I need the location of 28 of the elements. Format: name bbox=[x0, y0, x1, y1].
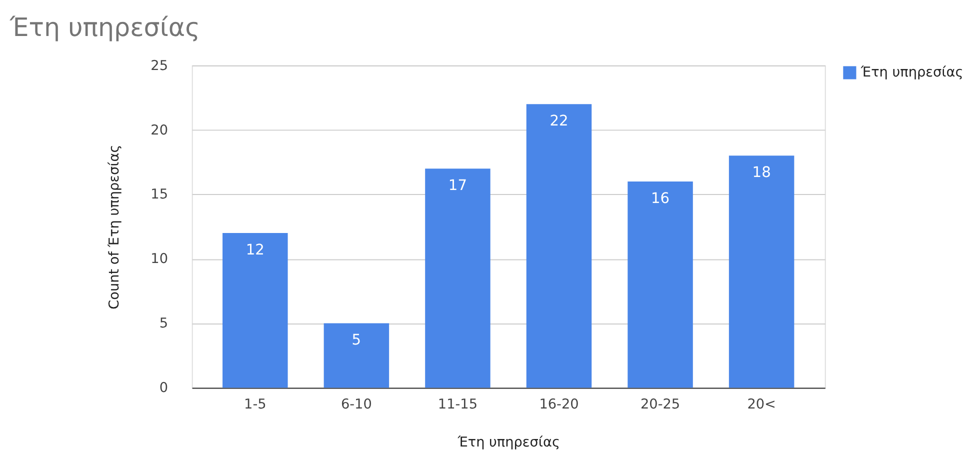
data-label: 16 bbox=[650, 190, 670, 207]
x-tick-label: 20-25 bbox=[640, 396, 680, 413]
data-label: 17 bbox=[448, 176, 468, 194]
bar bbox=[526, 104, 592, 388]
x-axis-title: Έτη υπηρεσίας bbox=[456, 434, 560, 451]
x-tick-label: 6-10 bbox=[340, 396, 372, 413]
legend-label: Έτη υπηρεσίας bbox=[860, 64, 964, 81]
chart-title: Έτη υπηρεσίας bbox=[8, 12, 200, 42]
bar bbox=[324, 323, 390, 388]
data-label: 18 bbox=[752, 164, 771, 182]
x-tick-label: 20< bbox=[747, 396, 776, 413]
y-tick-label: 20 bbox=[150, 122, 168, 138]
y-tick-label: 25 bbox=[150, 58, 168, 74]
data-label: 22 bbox=[550, 112, 568, 130]
y-tick-label: 0 bbox=[159, 380, 168, 396]
data-label: 5 bbox=[352, 332, 362, 349]
x-tick-label: 1-5 bbox=[244, 396, 266, 413]
bar bbox=[628, 181, 693, 388]
x-tick-label: 11-15 bbox=[438, 396, 478, 413]
bar bbox=[728, 156, 794, 388]
bar bbox=[222, 233, 288, 388]
data-label: 12 bbox=[246, 241, 264, 258]
bar bbox=[425, 168, 490, 388]
y-tick-label: 5 bbox=[159, 316, 168, 332]
y-axis-title: Count of Έτη υπηρεσίας bbox=[106, 144, 123, 310]
x-tick-label: 16-20 bbox=[539, 396, 579, 413]
y-tick-label: 15 bbox=[150, 186, 168, 203]
y-tick-label: 10 bbox=[150, 251, 168, 268]
